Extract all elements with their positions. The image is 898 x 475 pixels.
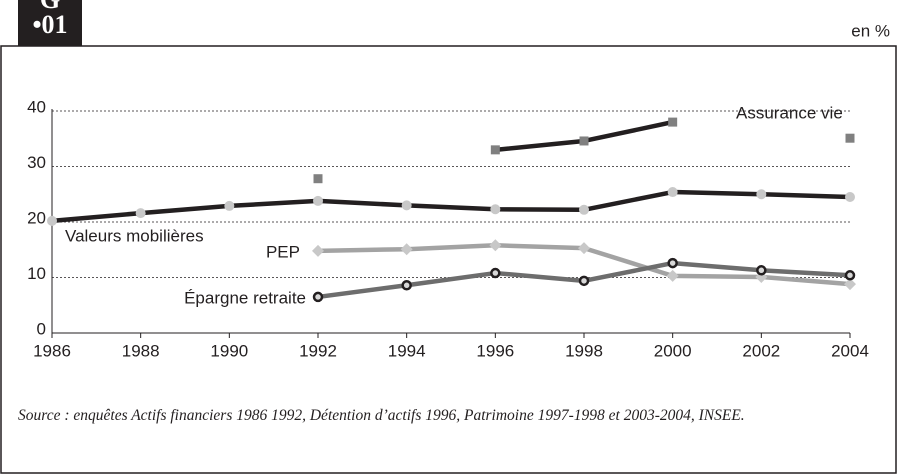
- marker: [224, 200, 235, 211]
- marker: [844, 278, 856, 291]
- marker: [401, 200, 412, 211]
- y-tick-label: 20: [27, 208, 46, 227]
- marker: [578, 275, 590, 287]
- x-tick-label: 1990: [210, 341, 248, 360]
- marker: [312, 244, 324, 257]
- marker: [312, 291, 324, 303]
- unit-label: en %: [851, 21, 890, 40]
- marker: [313, 195, 323, 206]
- marker: [845, 133, 855, 143]
- marker: [579, 136, 589, 146]
- y-tick-label: 10: [27, 264, 46, 283]
- marker: [490, 145, 500, 155]
- series-label: PEP: [266, 242, 300, 261]
- marker: [668, 117, 678, 127]
- x-tick-label: 1988: [122, 341, 160, 360]
- series-label: Épargne retraite: [184, 288, 306, 307]
- marker: [490, 267, 501, 279]
- marker: [489, 239, 502, 252]
- x-tick-label: 1998: [565, 341, 603, 360]
- series-line: [51, 189, 851, 224]
- marker: [313, 174, 323, 184]
- x-tick-label: 2004: [831, 341, 869, 360]
- marker: [401, 280, 412, 291]
- marker: [47, 215, 57, 226]
- x-tick-label: 1994: [388, 341, 426, 360]
- frame: [0, 45, 897, 474]
- source-note: Source : enquêtes Actifs financiers 1986…: [18, 407, 745, 424]
- badge-box: [18, 0, 82, 46]
- marker: [135, 208, 146, 219]
- marker: [400, 243, 413, 256]
- marker: [667, 187, 678, 198]
- x-tick-label: 1996: [476, 341, 514, 360]
- x-tick-label: 2002: [742, 341, 780, 360]
- badge-letter: G: [40, 0, 60, 14]
- marker: [666, 269, 679, 282]
- marker: [844, 270, 856, 281]
- x-tick-label: 2000: [654, 341, 692, 360]
- marker: [845, 192, 855, 203]
- marker: [578, 242, 590, 255]
- y-tick-label: 0: [37, 319, 46, 338]
- marker: [579, 204, 589, 215]
- marker: [756, 265, 767, 276]
- series-label: Assurance vie: [736, 103, 843, 122]
- x-tick-label: 1986: [33, 341, 71, 360]
- marker: [756, 189, 767, 200]
- badge-number: •01: [32, 10, 67, 39]
- marker: [490, 204, 501, 215]
- series-label: Valeurs mobilières: [65, 226, 204, 245]
- marker: [667, 257, 678, 269]
- x-tick-label: 1992: [299, 341, 337, 360]
- y-tick-label: 30: [27, 153, 46, 172]
- y-tick-label: 40: [27, 97, 46, 116]
